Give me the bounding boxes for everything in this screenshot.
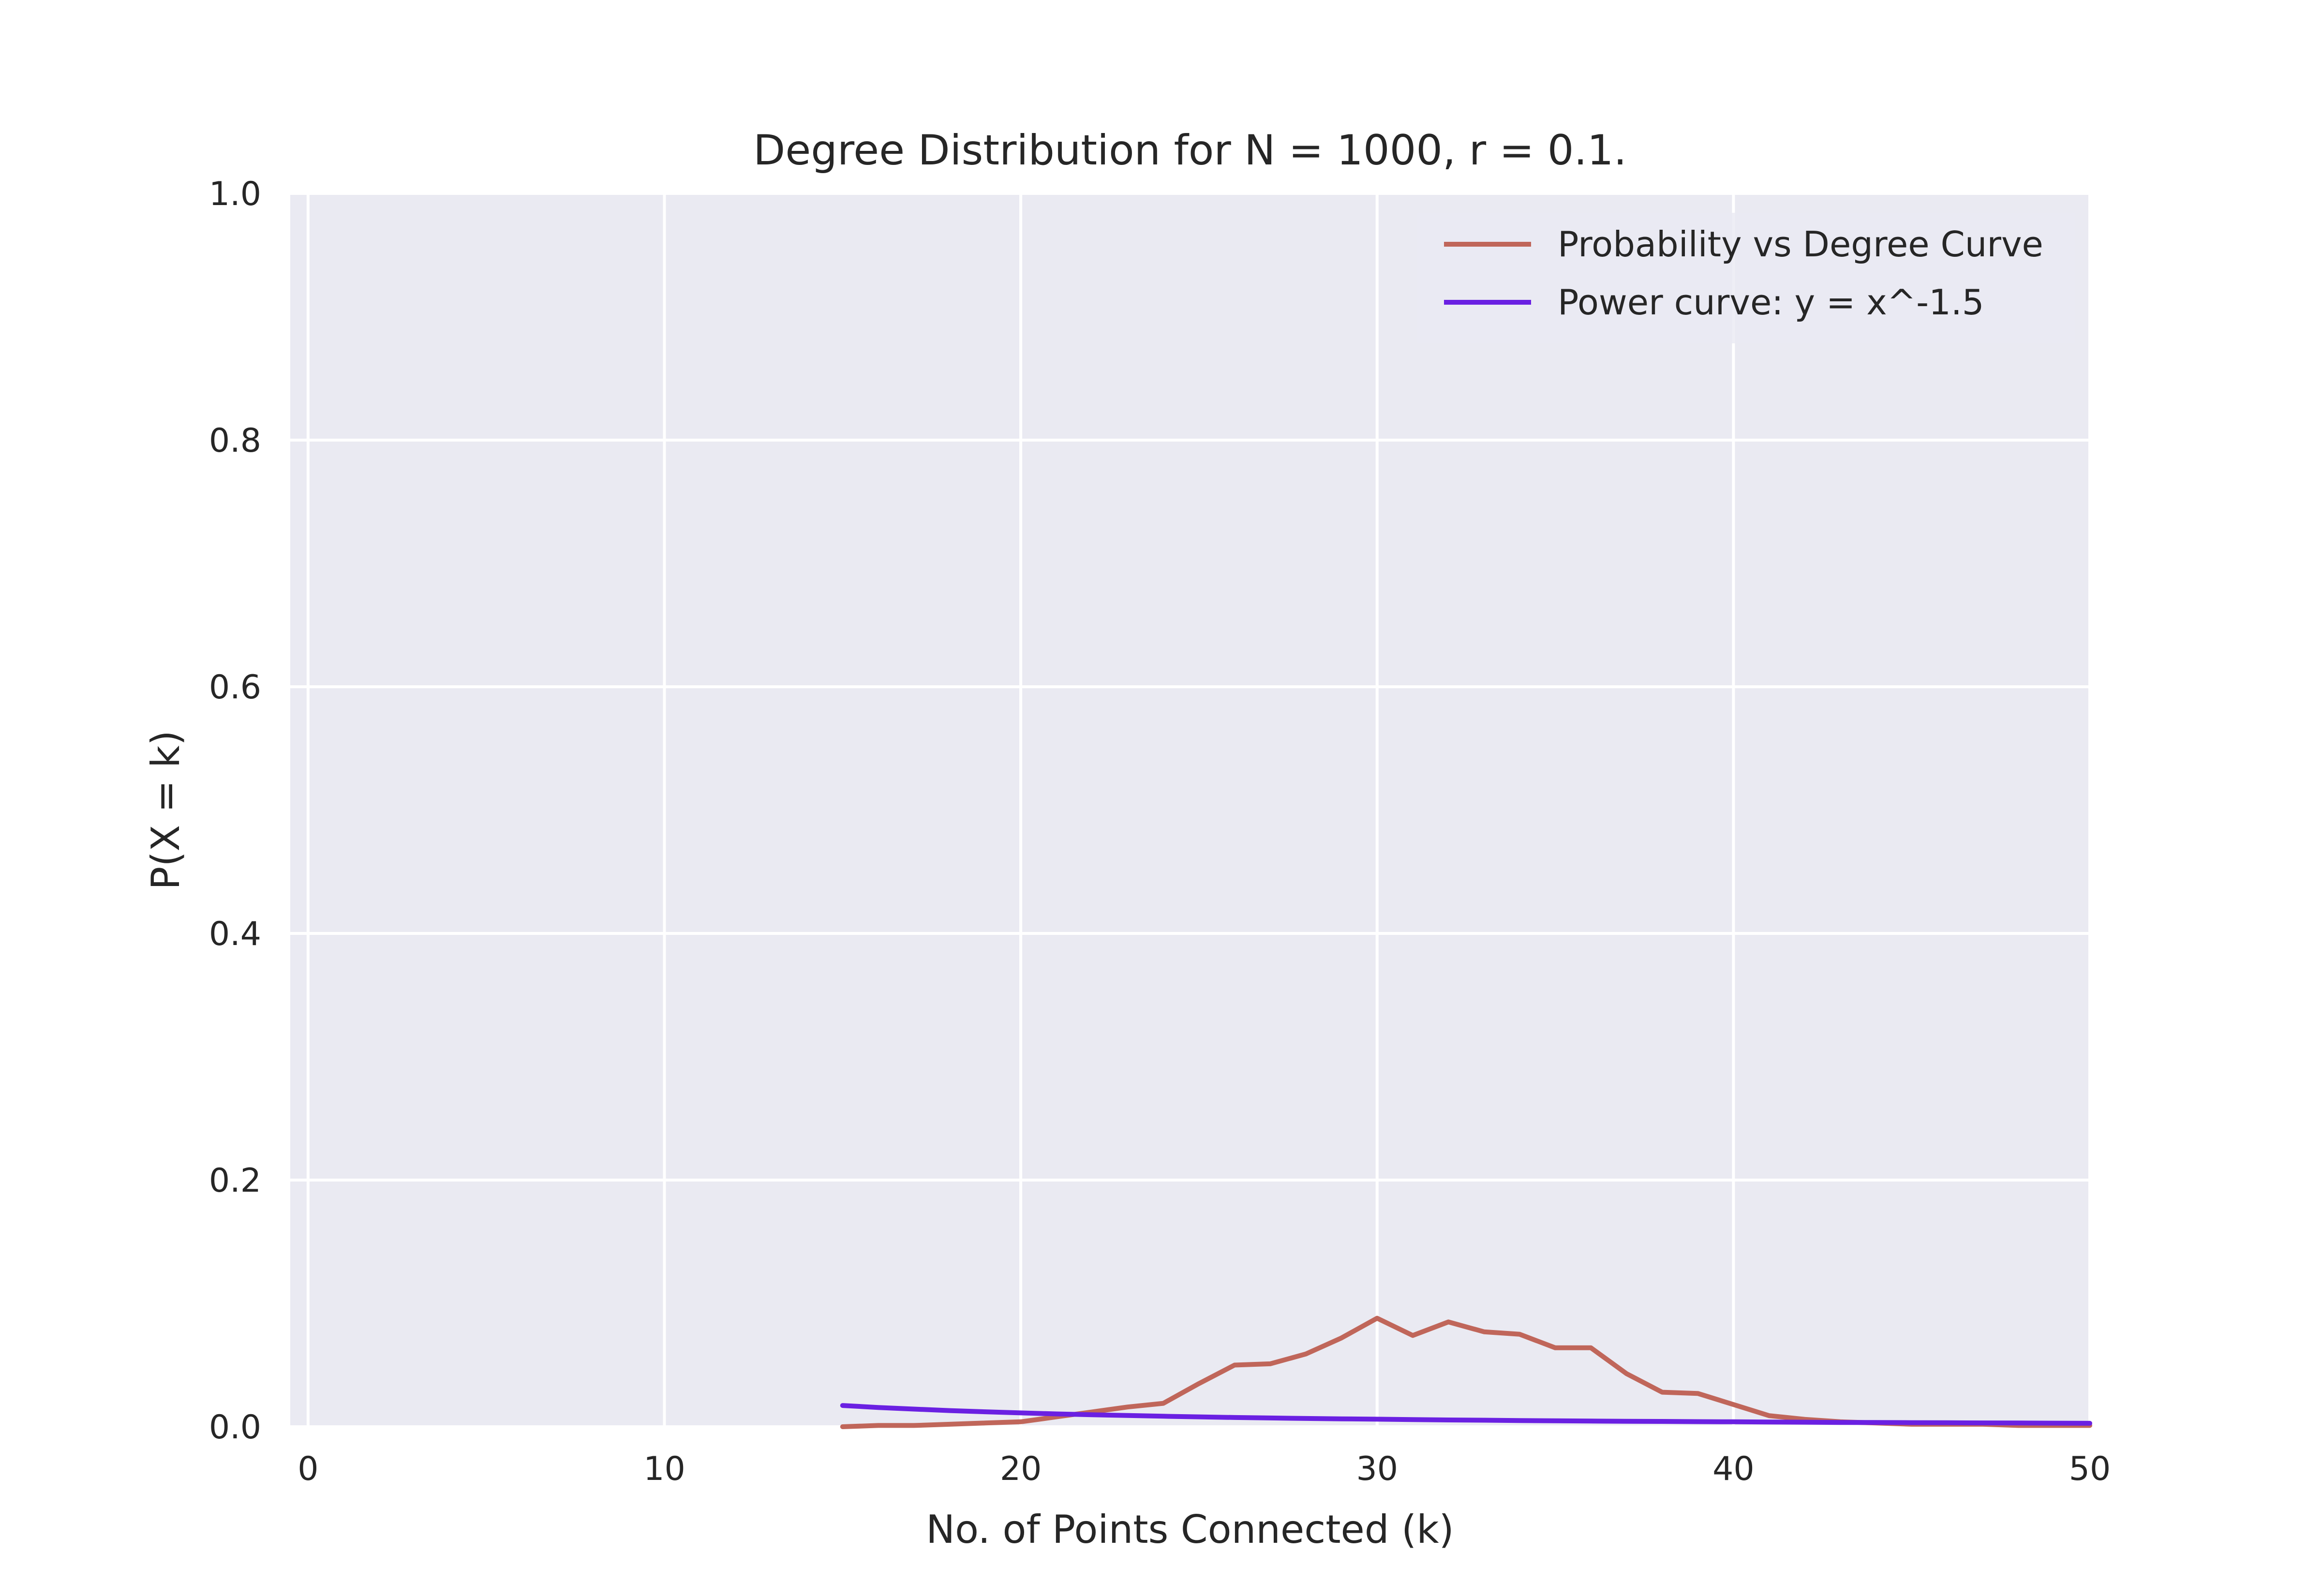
legend-box <box>1417 213 2075 343</box>
x-tick-label: 0 <box>298 1450 318 1488</box>
y-tick-label: 0.8 <box>209 422 261 460</box>
x-tick-label: 10 <box>643 1450 685 1488</box>
y-tick-label: 1.0 <box>209 175 261 213</box>
legend-label-probability: Probability vs Degree Curve <box>1558 224 2043 265</box>
y-tick-label: 0.4 <box>209 915 261 953</box>
legend: Probability vs Degree Curve Power curve:… <box>1417 213 2075 343</box>
series-lines <box>840 1315 2092 1429</box>
grid <box>290 192 2091 1428</box>
x-tick-label: 20 <box>1000 1450 1042 1488</box>
x-axis-label: No. of Points Connected (k) <box>926 1507 1454 1552</box>
legend-label-power-curve: Power curve: y = x^-1.5 <box>1558 282 1984 323</box>
y-axis-label: P(X = k) <box>143 730 188 890</box>
x-tick-label: 40 <box>1712 1450 1755 1488</box>
x-tick-label: 30 <box>1356 1450 1398 1488</box>
x-tick-label: 50 <box>2069 1450 2111 1488</box>
y-tick-label: 0.2 <box>209 1162 261 1200</box>
y-tick-label: 0.0 <box>209 1408 261 1447</box>
tick-labels: 0 10 20 30 40 50 0.0 0.2 0.4 0.6 0.8 1.0 <box>209 175 2111 1488</box>
y-tick-label: 0.6 <box>209 668 261 707</box>
plot-area <box>290 193 2090 1427</box>
chart-title: Degree Distribution for N = 1000, r = 0.… <box>753 126 1627 175</box>
series-line-power-curve <box>840 1403 2092 1426</box>
